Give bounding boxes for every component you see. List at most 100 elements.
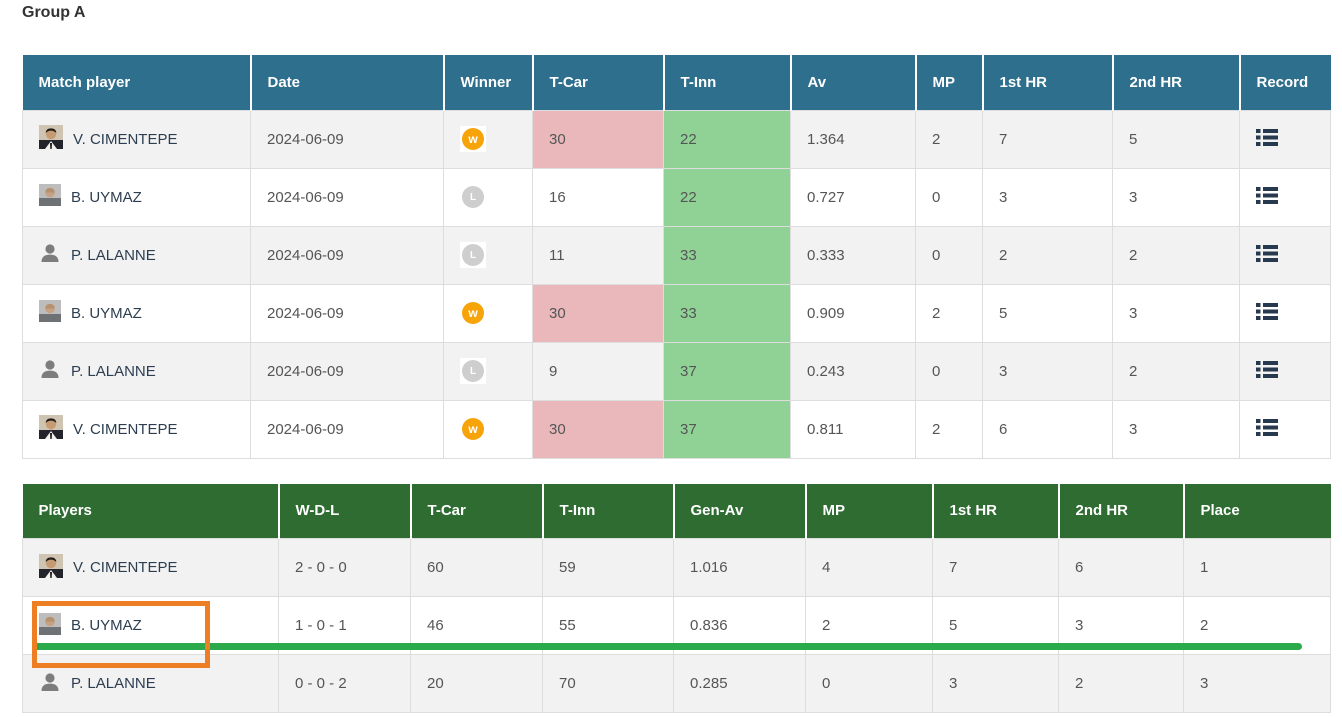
cell-t-car-value: 30 — [549, 420, 566, 438]
cell-t-inn: 37 — [663, 341, 791, 401]
cell-player: P. LALANNE — [22, 654, 279, 713]
cell-t-inn-value: 37 — [680, 420, 697, 438]
cell-date: 2024-06-09 — [250, 167, 444, 227]
player-avatar — [39, 184, 61, 210]
column-header-w-d-l: W-D-L — [278, 483, 412, 539]
cell-av-value: 0.811 — [807, 420, 844, 438]
cell-1st-hr-value: 3 — [999, 362, 1008, 380]
winner-badge-icon: w — [462, 418, 484, 440]
record-list-icon[interactable] — [1256, 418, 1278, 436]
standings-row: P. LALANNE 0 - 0 - 2 20 70 0.285 0 3 2 3 — [22, 654, 1331, 713]
cell-t-inn-value: 59 — [559, 559, 576, 576]
record-list-icon[interactable] — [1256, 186, 1278, 204]
loser-badge-icon: L — [462, 186, 484, 208]
winner-badge-icon: w — [462, 302, 484, 324]
column-header-2nd-hr: 2nd HR — [1058, 483, 1185, 539]
player-name: B. UYMAZ — [71, 304, 142, 322]
cell-wdl: 2 - 0 - 0 — [278, 538, 411, 597]
cell-2nd-hr-value: 3 — [1075, 617, 1084, 634]
cell-av: 0.727 — [790, 167, 916, 227]
cell-mp: 2 — [805, 596, 933, 655]
cell-2nd-hr-value: 5 — [1129, 130, 1138, 148]
cell-place-value: 2 — [1200, 617, 1209, 634]
column-header-date: Date — [250, 55, 445, 110]
cell-1st-hr-value: 2 — [999, 246, 1008, 264]
cell-wdl-value: 2 - 0 - 0 — [295, 559, 347, 576]
cell-t-car: 30 — [532, 399, 664, 459]
cell-av-value: 0.243 — [807, 362, 845, 380]
cell-2nd-hr-value: 3 — [1129, 188, 1138, 206]
cell-date: 2024-06-09 — [250, 399, 444, 459]
match-row: V. CIMENTEPE 2024-06-09 w 30 22 1.364 2 7 5 — [22, 109, 1331, 169]
cell-mp-value: 0 — [822, 675, 831, 692]
cell-av: 1.364 — [790, 109, 916, 169]
cell-t-car: 20 — [410, 654, 543, 713]
cell-2nd-hr-value: 2 — [1129, 246, 1138, 264]
cell-t-car: 11 — [532, 225, 664, 285]
cell-t-inn: 70 — [542, 654, 674, 713]
cell-place: 3 — [1183, 654, 1331, 713]
cell-t-inn-value: 33 — [680, 304, 697, 322]
column-header-t-car: T-Car — [410, 483, 544, 539]
cell-gen-av: 0.836 — [673, 596, 806, 655]
cell-gen-av-value: 1.016 — [690, 559, 728, 576]
cell-t-car: 46 — [410, 596, 543, 655]
cell-player: B. UYMAZ — [22, 596, 279, 655]
cell-winner: w — [443, 399, 533, 459]
cell-t-inn: 59 — [542, 538, 674, 597]
standings-table: Players W-D-L T-Car T-Inn Gen-Av MP 1st HR 2nd … — [22, 483, 1331, 713]
column-header-1st-hr: 1st HR — [932, 483, 1060, 539]
cell-date-value: 2024-06-09 — [267, 130, 344, 148]
cell-wdl: 0 - 0 - 2 — [278, 654, 411, 713]
cell-av-value: 0.333 — [807, 246, 845, 264]
cell-player: V. CIMENTEPE — [22, 538, 279, 597]
record-list-icon[interactable] — [1256, 302, 1278, 320]
standings-row-highlighted: B. UYMAZ 1 - 0 - 1 46 55 0.836 2 5 3 2 — [22, 596, 1331, 655]
cell-date-value: 2024-06-09 — [267, 420, 344, 438]
cell-1st-hr: 5 — [982, 283, 1113, 343]
record-list-icon[interactable] — [1256, 244, 1278, 262]
cell-place-value: 1 — [1200, 559, 1209, 576]
record-list-icon[interactable] — [1256, 360, 1278, 378]
column-header-players: Players — [22, 483, 280, 539]
player-name: P. LALANNE — [71, 675, 156, 692]
result-badge: w — [460, 300, 486, 326]
cell-winner: L — [443, 341, 533, 401]
cell-2nd-hr-value: 2 — [1075, 675, 1084, 692]
cell-record — [1239, 283, 1331, 343]
cell-av-value: 0.909 — [807, 304, 845, 322]
cell-mp-value: 2 — [932, 304, 941, 322]
standings-section: Players W-D-L T-Car T-Inn Gen-Av MP 1st HR 2nd … — [22, 483, 1342, 713]
cell-av-value: 0.727 — [807, 188, 845, 206]
player-avatar — [39, 612, 61, 639]
person-silhouette-icon — [39, 242, 61, 268]
cell-mp-value: 4 — [822, 559, 831, 576]
cell-t-car: 9 — [532, 341, 664, 401]
cell-player: V. CIMENTEPE — [22, 109, 251, 169]
cell-2nd-hr-value: 6 — [1075, 559, 1084, 576]
cell-t-inn-value: 37 — [680, 362, 697, 380]
cell-place: 1 — [1183, 538, 1331, 597]
cell-2nd-hr: 6 — [1058, 538, 1184, 597]
cell-t-car-value: 11 — [549, 246, 565, 264]
column-header-t-inn: T-Inn — [542, 483, 675, 539]
cell-av-value: 1.364 — [807, 130, 845, 148]
cell-t-car-value: 16 — [549, 188, 566, 206]
cell-1st-hr: 7 — [932, 538, 1059, 597]
column-header-gen-av: Gen-Av — [673, 483, 807, 539]
cell-player: P. LALANNE — [22, 341, 251, 401]
column-header-2nd-hr: 2nd HR — [1112, 55, 1241, 110]
record-list-icon[interactable] — [1256, 128, 1278, 146]
cell-av: 0.909 — [790, 283, 916, 343]
cell-t-inn-value: 22 — [680, 188, 697, 206]
cell-mp: 0 — [915, 341, 983, 401]
column-header-t-inn: T-Inn — [663, 55, 792, 110]
cell-mp: 2 — [915, 283, 983, 343]
cell-record — [1239, 167, 1331, 227]
cell-2nd-hr: 3 — [1058, 596, 1184, 655]
result-badge: L — [460, 358, 486, 384]
player-name: P. LALANNE — [71, 362, 156, 380]
column-header-place: Place — [1183, 483, 1331, 539]
cell-t-car: 16 — [532, 167, 664, 227]
player-name: P. LALANNE — [71, 246, 156, 264]
